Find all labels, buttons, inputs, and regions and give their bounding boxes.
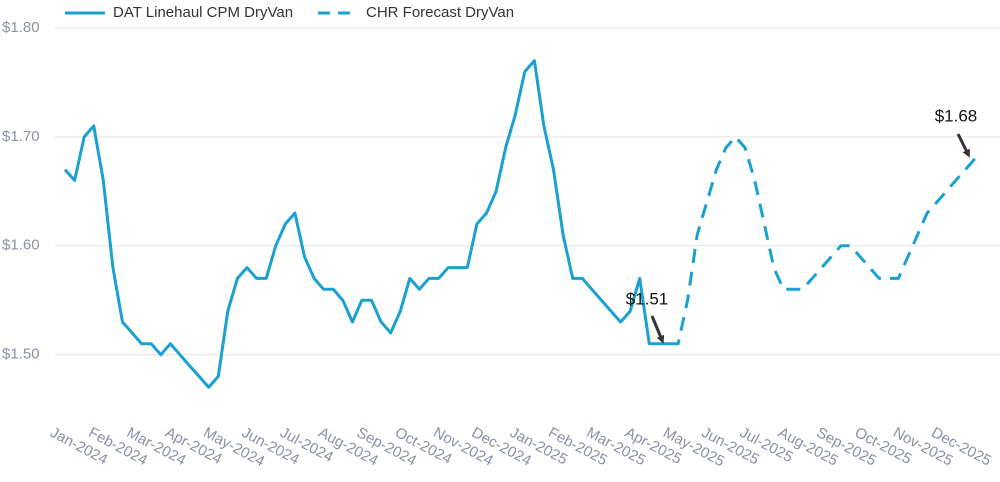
series-line [668,135,977,346]
legend-label: CHR Forecast DryVan [366,4,514,21]
y-tick-label: $1.60 [2,237,40,254]
annotation-arrow [956,133,970,158]
plot: $1.50$1.60$1.70$1.80Jan-2024Feb-2024Mar-… [2,4,1000,470]
series-line [63,59,669,389]
annotation: $1.51 [626,289,669,308]
y-tick-label: $1.50 [2,346,40,363]
legend-label: DAT Linehaul CPM DryVan [113,4,293,21]
annotation: $1.68 [935,106,978,125]
y-tick-label: $1.70 [2,128,40,145]
y-tick-label: $1.80 [2,19,40,36]
annotation-arrow [650,315,665,344]
